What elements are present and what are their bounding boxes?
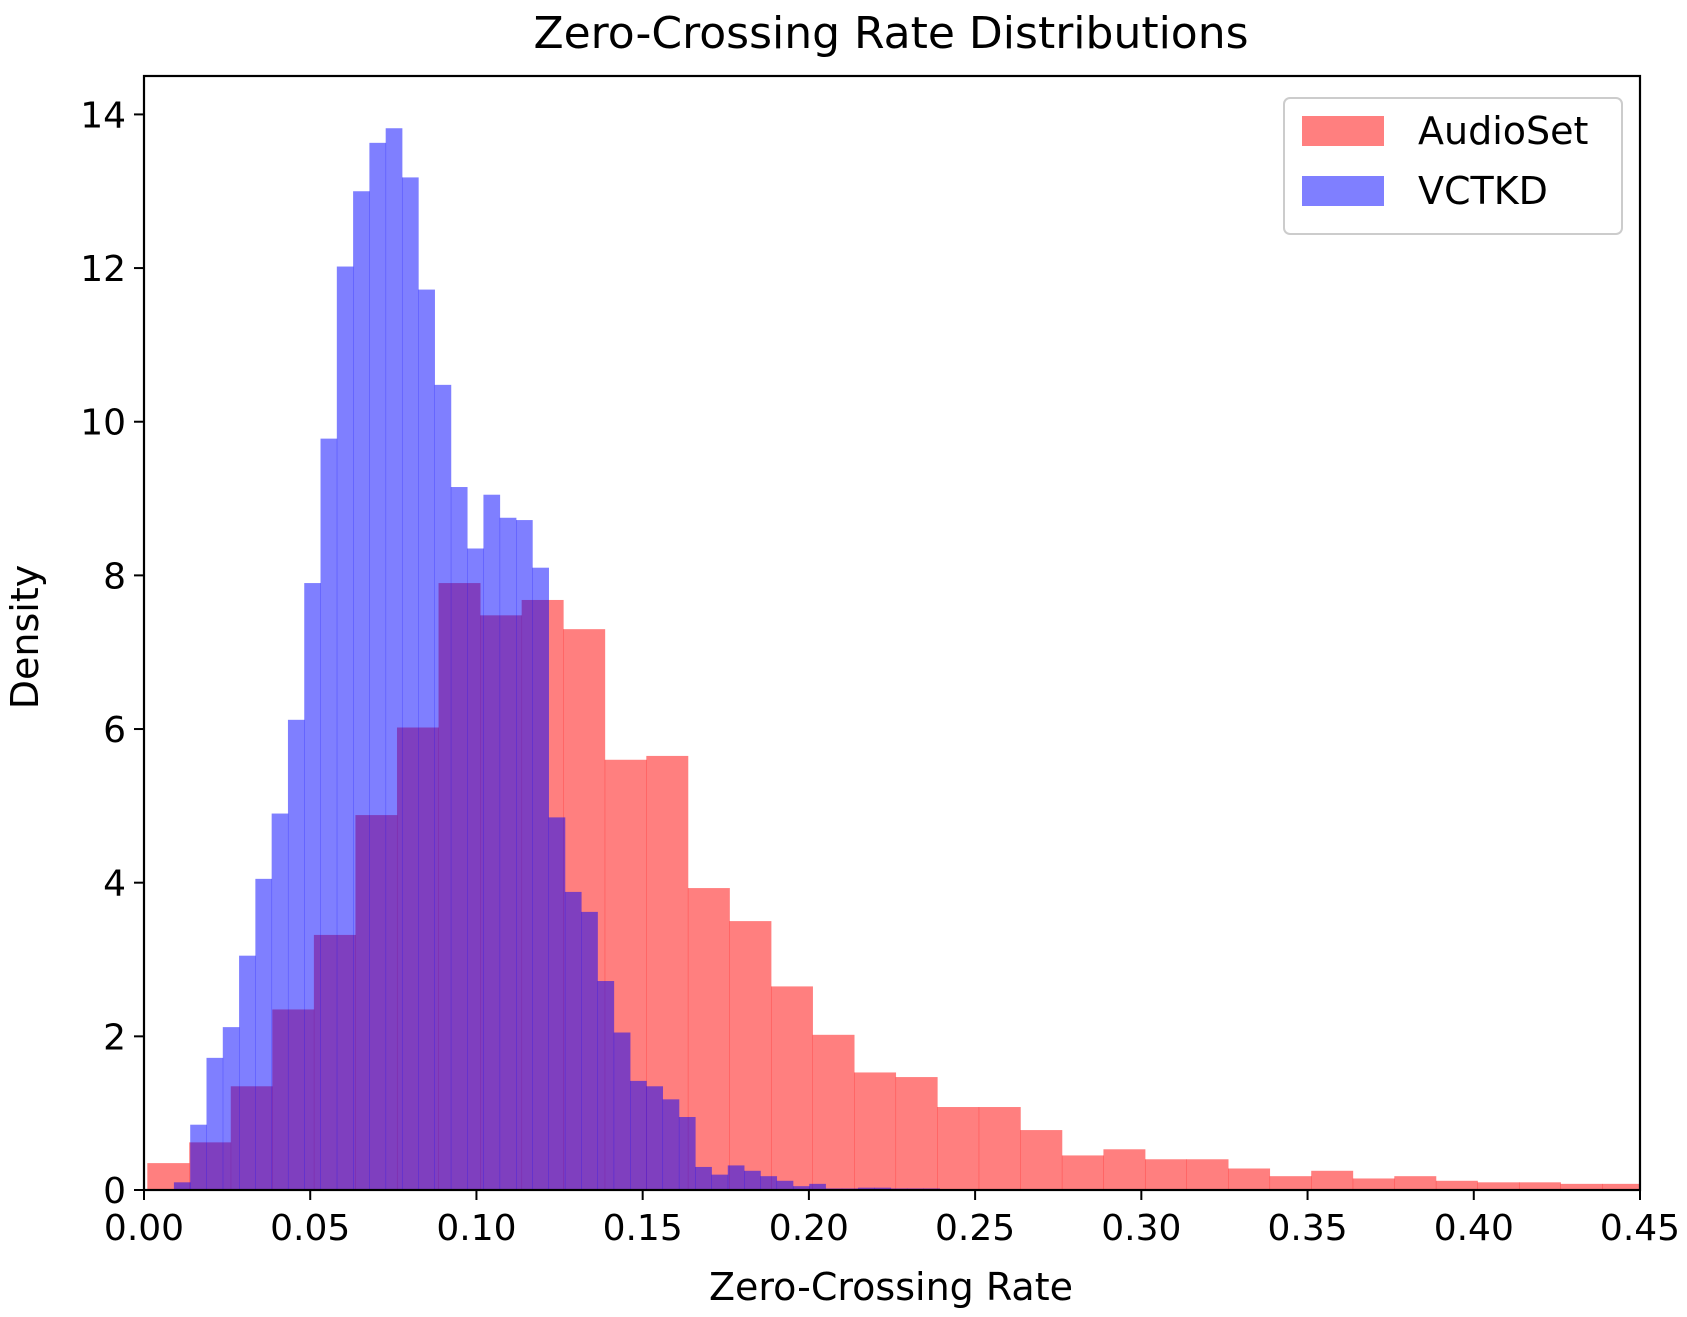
histogram-bar <box>695 1166 712 1190</box>
y-tick-label: 2 <box>103 1017 126 1058</box>
x-tick-label: 0.35 <box>1267 1208 1347 1249</box>
histogram-bar <box>744 1170 761 1190</box>
histogram-bar <box>760 1176 778 1190</box>
x-tick-label: 0.20 <box>769 1208 849 1249</box>
histogram-bar <box>532 567 549 1190</box>
histogram-bar <box>222 1027 240 1190</box>
histogram-bars <box>147 128 1641 1191</box>
histogram-bar <box>1186 1159 1229 1190</box>
histogram-bar <box>271 813 289 1190</box>
histogram-bar <box>874 1187 892 1190</box>
legend-label: AudioSet <box>1418 109 1588 153</box>
histogram-bar <box>662 1099 680 1190</box>
x-tick-label: 0.10 <box>436 1208 516 1249</box>
histogram-bar <box>776 1180 794 1190</box>
histogram-bar <box>1020 1130 1063 1190</box>
legend: AudioSet VCTKD <box>1283 97 1623 235</box>
histogram-bar <box>1352 1178 1395 1190</box>
y-axis-label: Density <box>3 565 47 709</box>
histogram-bar <box>304 583 321 1190</box>
histogram-bar <box>434 384 452 1190</box>
y-tick-label: 6 <box>103 710 126 751</box>
y-tick-label: 14 <box>80 95 126 136</box>
histogram-bar <box>770 986 813 1190</box>
histogram-bar <box>516 520 533 1190</box>
histogram-bar <box>1602 1183 1641 1190</box>
histogram-bar <box>353 191 370 1190</box>
histogram-bar <box>937 1107 980 1190</box>
histogram-bar <box>854 1072 897 1190</box>
chart-title: Zero-Crossing Rate Distributions <box>533 8 1248 59</box>
histogram-bar <box>646 1086 664 1190</box>
legend-swatch <box>1302 176 1384 206</box>
histogram-bar <box>792 1186 810 1190</box>
histogram-bar <box>858 1187 875 1190</box>
legend-label: VCTKD <box>1418 169 1548 213</box>
x-axis-label: Zero-Crossing Rate <box>709 1265 1073 1309</box>
histogram-bar <box>1518 1182 1561 1190</box>
histogram-bar <box>729 921 772 1190</box>
histogram-bar <box>450 487 468 1190</box>
histogram-bar <box>385 128 403 1190</box>
histogram-bar <box>206 1057 224 1190</box>
histogram-bar <box>483 494 501 1191</box>
x-tick-label: 0.15 <box>603 1208 683 1249</box>
histogram-bar <box>320 438 338 1190</box>
x-tick-label: 0.05 <box>270 1208 350 1249</box>
histogram-bar <box>978 1107 1021 1190</box>
legend-swatch <box>1302 116 1384 146</box>
histogram-bar <box>1311 1170 1354 1190</box>
histogram-bar <box>336 266 354 1190</box>
histogram-bar <box>173 1182 191 1190</box>
histogram-bar <box>895 1077 938 1190</box>
histogram-bar <box>1144 1159 1187 1190</box>
histogram-bar <box>369 142 387 1191</box>
histogram-bar <box>597 981 615 1190</box>
x-tick-label: 0.40 <box>1434 1208 1514 1249</box>
histogram-bar <box>1477 1182 1520 1190</box>
y-tick-label: 12 <box>80 249 126 290</box>
histogram-bar <box>1560 1183 1603 1190</box>
histogram-bar <box>727 1165 745 1190</box>
histogram-bar <box>287 719 305 1190</box>
histogram-bar <box>1394 1176 1437 1190</box>
histogram-bar <box>1228 1168 1271 1190</box>
histogram-bar <box>564 891 582 1190</box>
x-tick-label: 0.30 <box>1101 1208 1181 1249</box>
x-tick-label: 0.00 <box>104 1208 184 1249</box>
histogram-bar <box>630 1080 647 1190</box>
histogram-bar <box>809 1183 826 1190</box>
plot-frame <box>142 74 1642 1192</box>
histogram-bar <box>190 1124 207 1190</box>
histogram-bar <box>418 289 435 1190</box>
y-tick-label: 4 <box>103 864 126 905</box>
histogram-bar <box>401 177 419 1190</box>
histogram-bar <box>711 1174 729 1190</box>
histogram-bar <box>1061 1155 1104 1190</box>
y-tick-label: 10 <box>80 403 126 444</box>
y-axis-ticks: 0 2 4 6 8 10 12 14 <box>80 95 144 1212</box>
y-tick-label: 0 <box>103 1171 126 1212</box>
histogram-bar <box>581 911 598 1190</box>
histogram-bar <box>548 817 566 1190</box>
histogram-bar <box>239 955 256 1190</box>
histogram-bar <box>678 1117 696 1190</box>
x-tick-label: 0.45 <box>1600 1208 1680 1249</box>
histogram-bar <box>1269 1176 1312 1190</box>
series-vctkd <box>173 128 940 1191</box>
x-tick-label: 0.25 <box>935 1208 1015 1249</box>
legend-entry-audioset: AudioSet <box>1302 109 1588 153</box>
legend-entry-vctkd: VCTKD <box>1302 169 1548 213</box>
histogram-bar <box>1435 1180 1478 1190</box>
histogram-bar <box>255 878 273 1190</box>
x-axis-ticks: 0.00 0.05 0.10 0.15 0.20 0.25 0.30 0.35 0.40 0.45 <box>104 1190 1680 1249</box>
y-tick-label: 8 <box>103 556 126 597</box>
histogram-bar <box>499 517 517 1190</box>
histogram-bar <box>1103 1149 1146 1190</box>
histogram-bar <box>467 548 484 1190</box>
histogram-bar <box>613 1032 631 1190</box>
histogram-bar <box>812 1034 855 1190</box>
